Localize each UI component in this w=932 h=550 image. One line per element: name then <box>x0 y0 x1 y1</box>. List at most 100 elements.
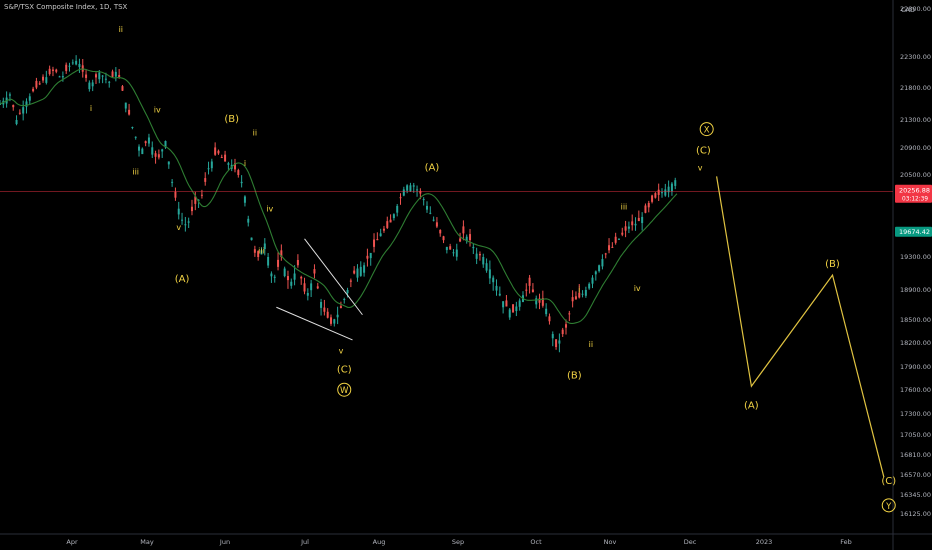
candle-body <box>396 205 399 213</box>
candle-body <box>654 193 657 198</box>
candle-body <box>42 76 45 81</box>
price-tick-label: 22300.00 <box>900 53 931 61</box>
candle-body <box>432 219 435 221</box>
candle-body <box>306 293 309 296</box>
candle-body <box>68 65 71 67</box>
wave-label: i <box>90 104 92 113</box>
candle-body <box>98 72 101 80</box>
candle-body <box>190 206 193 212</box>
candle-body <box>227 163 230 165</box>
candle-body <box>280 250 283 257</box>
candle-body <box>197 199 200 201</box>
moving-average-tag <box>895 226 932 237</box>
time-tick-label: 2023 <box>756 538 773 546</box>
wave-label-circle <box>337 382 352 397</box>
candle-body <box>545 308 548 315</box>
candle-body <box>502 301 505 308</box>
price-tick-label: 19300.00 <box>900 253 931 261</box>
candle-body <box>382 228 385 231</box>
candle-body <box>459 238 462 242</box>
price-tick-label: 17050.00 <box>900 431 931 439</box>
candle-body <box>439 229 442 234</box>
candle-body <box>373 239 376 247</box>
candle-body <box>181 219 184 221</box>
candle-body <box>402 189 405 196</box>
candle-body <box>128 109 131 115</box>
candle-body <box>588 283 591 289</box>
candle-body <box>144 141 147 144</box>
candle-body <box>508 309 511 318</box>
candle-body <box>598 265 601 272</box>
candle-body <box>336 314 339 318</box>
candle-body <box>346 290 349 294</box>
candle-body <box>333 319 336 324</box>
candle-body <box>611 246 614 248</box>
candle-body <box>518 300 521 307</box>
candle-body <box>290 281 293 286</box>
candle-body <box>664 189 667 196</box>
candle-body <box>313 269 316 274</box>
time-tick-label: Dec <box>684 538 697 546</box>
candle-body <box>303 283 306 292</box>
candle-body <box>419 190 422 194</box>
candle-body <box>167 161 170 165</box>
time-tick-label: Apr <box>66 538 78 546</box>
wave-label: (A) <box>425 162 440 173</box>
candle-body <box>310 283 313 291</box>
candle-body <box>243 196 246 203</box>
wave-label: (C) <box>696 145 711 156</box>
price-tick-label: 18500.00 <box>900 316 931 324</box>
wave-label: i <box>578 285 580 294</box>
wave-label: iii <box>258 247 265 256</box>
price-tick-label: 17300.00 <box>900 410 931 418</box>
candle-body <box>161 149 164 152</box>
overlay-lines-layer <box>0 68 893 477</box>
candle-body <box>210 161 213 169</box>
moving-average-value: 19674.42 <box>899 228 930 236</box>
candle-body <box>124 102 127 109</box>
moving-average-line <box>0 68 678 324</box>
price-tick-label: 16810.00 <box>900 451 931 459</box>
candle-body <box>674 180 677 186</box>
price-tick-label: 20900.00 <box>900 144 931 152</box>
candle-body <box>138 146 141 151</box>
candle-body <box>141 148 144 155</box>
candle-body <box>88 82 91 90</box>
candle-body <box>366 255 369 259</box>
candle-body <box>478 253 481 256</box>
candle-body <box>584 290 587 296</box>
candle-body <box>260 250 263 255</box>
candle-body <box>353 270 356 274</box>
candle-body <box>0 104 1 105</box>
candle-body <box>151 147 154 155</box>
candle-body <box>561 329 564 335</box>
candle-body <box>220 157 223 159</box>
candle-body <box>316 286 319 289</box>
candle-body <box>538 298 541 303</box>
candle-body <box>376 239 379 241</box>
candle-body <box>578 292 581 298</box>
candle-body <box>75 60 78 65</box>
candle-body <box>647 202 650 208</box>
candle-body <box>45 77 48 83</box>
candle-body <box>392 214 395 219</box>
candle-body <box>601 259 604 267</box>
price-tick-label: 20500.00 <box>900 171 931 179</box>
candle-body <box>634 223 637 226</box>
wave-label: (B) <box>567 371 582 382</box>
wave-label: iii <box>621 202 628 211</box>
time-tick-label: Nov <box>604 538 617 546</box>
candle-body <box>51 69 54 71</box>
candle-body <box>296 259 299 266</box>
wave-label: v <box>176 223 181 232</box>
price-tick-label: 22800.00 <box>900 5 931 13</box>
candle-body <box>651 195 654 202</box>
time-tick-label: Sep <box>452 538 464 546</box>
candle-body <box>594 271 597 275</box>
candle-body <box>118 74 121 78</box>
wave-label: v <box>698 163 703 172</box>
candle-body <box>568 313 571 315</box>
candle-body <box>273 276 276 278</box>
candle-body <box>425 205 428 210</box>
